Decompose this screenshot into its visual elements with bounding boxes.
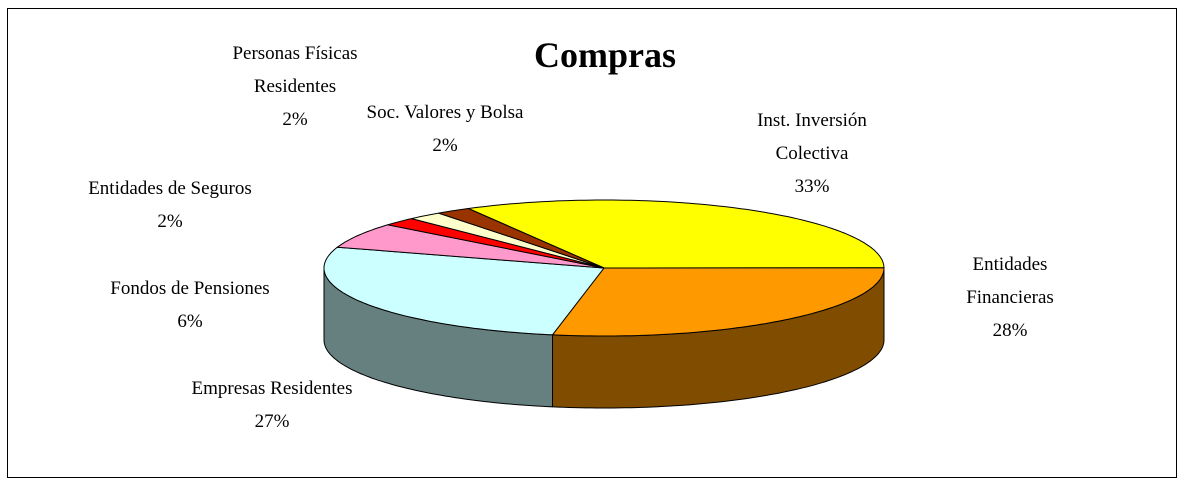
- chart-title: Compras: [534, 35, 676, 75]
- category-label: Entidades Financieras: [966, 254, 1054, 308]
- slice-label: Empresas Residentes 27%: [142, 372, 402, 438]
- category-label: Entidades de Seguros: [88, 178, 252, 199]
- slice-label: Entidades Financieras 28%: [955, 248, 1065, 347]
- page: Compras Inst. Inversión Colectiva 33% Enti…: [7, 8, 1177, 478]
- chart: [323, 199, 885, 409]
- category-label: Inst. Inversión Colectiva: [757, 110, 867, 164]
- slice: [438, 207, 605, 269]
- value-label: 28%: [992, 320, 1028, 341]
- slice: [387, 218, 605, 269]
- slice-label: Inst. Inversión Colectiva 33%: [727, 104, 897, 203]
- value-label: 2%: [157, 211, 183, 232]
- slice-label: Entidades de Seguros 2%: [40, 172, 300, 238]
- value-label: 6%: [177, 311, 203, 332]
- category-label: Fondos de Pensiones: [110, 278, 270, 299]
- slice: [551, 267, 885, 337]
- slice: [336, 224, 605, 269]
- slice-label: Fondos de Pensiones 6%: [60, 272, 320, 338]
- value-label: 2%: [282, 109, 308, 130]
- value-label: 2%: [432, 135, 458, 156]
- category-label: Soc. Valores y Bolsa: [366, 102, 524, 123]
- slice: [466, 199, 885, 269]
- slice: [323, 246, 605, 336]
- slice-label: Soc. Valores y Bolsa 2%: [335, 96, 555, 162]
- category-label: Personas Físicas Residentes: [232, 43, 358, 97]
- value-label: 33%: [794, 176, 830, 197]
- slice: [411, 212, 605, 269]
- slice-label: Personas Físicas Residentes 2%: [210, 37, 380, 136]
- category-label: Empresas Residentes: [191, 378, 353, 399]
- value-label: 27%: [254, 411, 290, 432]
